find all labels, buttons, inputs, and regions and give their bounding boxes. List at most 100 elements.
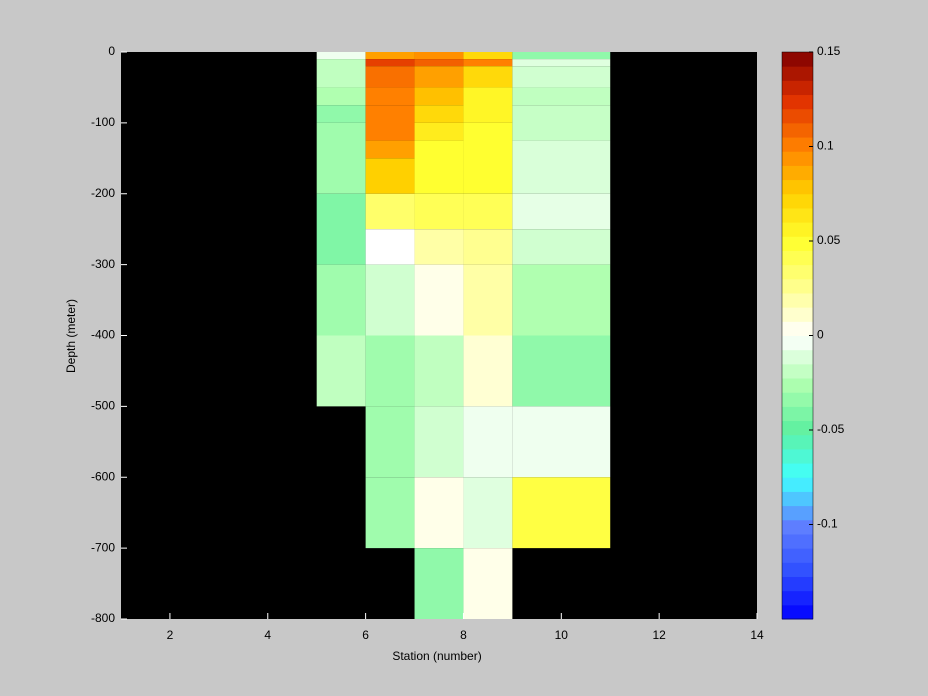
- heatmap-cell: [414, 52, 464, 60]
- heatmap-cell: [512, 335, 611, 407]
- y-tick-label: -100: [91, 115, 115, 129]
- heatmap-cell: [512, 59, 611, 67]
- x-tick-label: 10: [555, 628, 569, 642]
- heatmap-cell: [365, 406, 415, 478]
- heatmap-cell: [463, 264, 513, 336]
- colorbar-band: [782, 349, 813, 365]
- colorbar-band: [782, 80, 813, 96]
- heatmap-cell: [365, 87, 415, 106]
- heatmap-cell: [463, 406, 513, 478]
- colorbar-band: [782, 590, 813, 606]
- heatmap-cell: [512, 406, 611, 478]
- colorbar-band: [782, 292, 813, 308]
- colorbar-band: [782, 548, 813, 563]
- y-axis-label: Depth (meter): [64, 299, 78, 373]
- heatmap-cell: [365, 264, 415, 336]
- heatmap-cell: [365, 229, 415, 265]
- colorbar-band: [782, 94, 813, 110]
- colorbar-band: [782, 392, 813, 407]
- heatmap-cell: [414, 87, 464, 106]
- colorbar-band: [782, 604, 813, 620]
- y-tick-label: -200: [91, 186, 115, 200]
- heatmap-cell: [512, 105, 611, 141]
- heatmap-cell: [414, 59, 464, 67]
- heatmap-cell: [414, 335, 464, 407]
- y-tick-label: -800: [91, 611, 115, 625]
- colorbar-band: [782, 562, 813, 577]
- heatmap-cell: [414, 122, 464, 141]
- heatmap-cell: [316, 105, 366, 123]
- heatmap-cell: [512, 477, 611, 549]
- heatmap-cell: [316, 122, 366, 194]
- heatmap-cell: [512, 140, 611, 194]
- colorbar-tick-label: 0.05: [817, 233, 841, 247]
- colorbar-band: [782, 491, 813, 507]
- heatmap-cell: [414, 229, 464, 265]
- x-tick-label: 4: [264, 628, 271, 642]
- colorbar-band: [782, 378, 813, 393]
- heatmap-cell: [414, 477, 464, 549]
- heatmap-cell: [512, 52, 611, 60]
- colorbar-band: [782, 122, 813, 138]
- heatmap-cell: [463, 335, 513, 407]
- x-tick-label: 8: [460, 628, 467, 642]
- colorbar-band: [782, 363, 813, 379]
- colorbar-band: [782, 207, 813, 223]
- heatmap-cell: [316, 52, 366, 60]
- heatmap-cell: [365, 59, 415, 67]
- heatmap-cell: [365, 52, 415, 60]
- colorbar-band: [782, 463, 813, 478]
- colorbar-band: [782, 264, 813, 280]
- heatmap-cell: [463, 122, 513, 194]
- heatmap-cell: [316, 87, 366, 106]
- heatmap-cell: [512, 87, 611, 106]
- heatmap-cell: [512, 66, 611, 88]
- colorbar-band: [782, 151, 813, 166]
- heatmap-cell: [463, 229, 513, 265]
- colorbar-tick-label: -0.05: [817, 422, 845, 436]
- colorbar-band: [782, 406, 813, 422]
- colorbar-band: [782, 193, 813, 209]
- heatmap-cell: [463, 193, 513, 230]
- heatmap-cell: [463, 477, 513, 549]
- heatmap-cell: [414, 264, 464, 336]
- colorbar-band: [782, 477, 813, 492]
- colorbar-band: [782, 165, 813, 181]
- colorbar-tick-label: 0: [817, 328, 824, 342]
- heatmap-cell: [365, 335, 415, 407]
- colorbar-band: [782, 335, 813, 351]
- colorbar-band: [782, 307, 813, 322]
- heatmap-cell: [414, 105, 464, 123]
- heatmap-cell: [463, 59, 513, 67]
- colorbar-band: [782, 66, 813, 81]
- colorbar-band: [782, 222, 813, 237]
- heatmap-cell: [365, 193, 415, 230]
- x-tick-label: 6: [362, 628, 369, 642]
- heatmap-cell: [365, 66, 415, 88]
- heatmap-cell: [316, 59, 366, 88]
- heatmap-cell: [414, 66, 464, 88]
- y-tick-label: -300: [91, 257, 115, 271]
- colorbar-band: [782, 52, 813, 67]
- colorbar-band: [782, 576, 813, 592]
- heatmap-cell: [365, 158, 415, 194]
- heatmap-cell: [414, 140, 464, 194]
- heatmap-cell: [463, 87, 513, 123]
- heatmap-cell: [512, 193, 611, 230]
- heatmap-cell: [512, 229, 611, 265]
- heatmap-cell: [512, 264, 611, 336]
- y-tick-label: -400: [91, 328, 115, 342]
- colorbar-band: [782, 108, 813, 124]
- colorbar-tick-label: -0.1: [817, 517, 838, 531]
- y-tick-label: -700: [91, 540, 115, 554]
- heatmap-cell: [414, 548, 464, 619]
- heatmap-cell: [365, 477, 415, 549]
- colorbar-band: [782, 448, 813, 464]
- x-tick-label: 14: [750, 628, 764, 642]
- colorbar-band: [782, 519, 813, 535]
- x-tick-label: 2: [167, 628, 174, 642]
- heatmap-cell: [414, 193, 464, 230]
- heatmap-cell: [463, 52, 513, 60]
